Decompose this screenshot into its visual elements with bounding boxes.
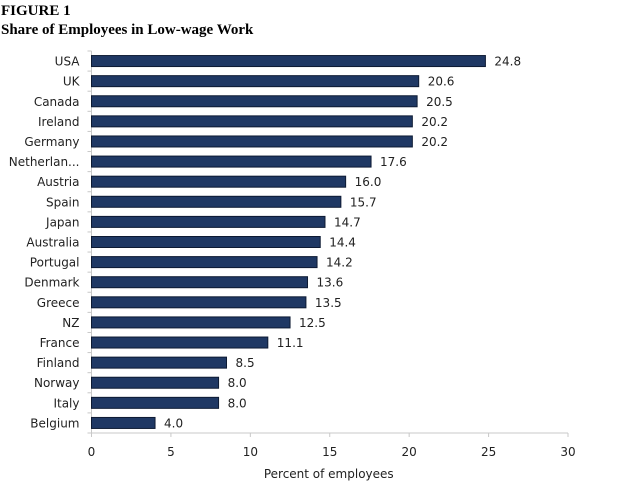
category-label: Spain bbox=[46, 195, 80, 209]
x-tick-label: 5 bbox=[167, 445, 175, 459]
x-tick-label: 20 bbox=[402, 445, 417, 459]
bar bbox=[91, 75, 420, 88]
category-label: Belgium bbox=[30, 416, 79, 430]
data-label: 14.4 bbox=[329, 236, 356, 250]
data-label: 20.5 bbox=[426, 95, 453, 109]
data-label: 17.6 bbox=[380, 155, 407, 169]
data-label: 4.0 bbox=[164, 416, 183, 430]
bar bbox=[91, 55, 486, 68]
category-label: Netherlan... bbox=[9, 155, 80, 169]
bar bbox=[91, 215, 326, 228]
data-label: 12.5 bbox=[299, 316, 326, 330]
data-label: 13.5 bbox=[315, 296, 342, 310]
bar bbox=[91, 336, 269, 349]
data-label: 15.7 bbox=[350, 195, 377, 209]
bar bbox=[91, 376, 220, 389]
data-label: 13.6 bbox=[317, 276, 344, 290]
bar bbox=[91, 195, 342, 208]
bar bbox=[91, 256, 318, 269]
bar bbox=[91, 236, 321, 248]
data-label: 24.8 bbox=[494, 55, 521, 69]
category-label: Italy bbox=[53, 396, 79, 410]
category-label: Finland bbox=[37, 356, 80, 370]
category-label: UK bbox=[63, 75, 81, 89]
category-label: Ireland bbox=[38, 115, 80, 129]
category-label: Canada bbox=[34, 95, 80, 109]
data-label: 20.2 bbox=[421, 115, 448, 129]
chart-title: Share of Employees in Low-wage Work bbox=[1, 22, 254, 38]
bar bbox=[91, 135, 413, 148]
data-label: 8.5 bbox=[236, 356, 255, 370]
x-tick-label: 15 bbox=[322, 445, 337, 459]
figure-label: FIGURE 1 bbox=[1, 3, 71, 19]
category-label: Australia bbox=[26, 236, 79, 250]
data-label: 16.0 bbox=[355, 175, 382, 189]
data-label: 11.1 bbox=[277, 336, 304, 350]
x-tick-label: 30 bbox=[560, 445, 575, 459]
data-label: 8.0 bbox=[228, 376, 247, 390]
x-tick-label: 10 bbox=[243, 445, 258, 459]
bar bbox=[91, 276, 309, 289]
category-label: Norway bbox=[34, 376, 80, 390]
bar bbox=[91, 115, 413, 128]
bar bbox=[91, 416, 156, 429]
data-label: 14.2 bbox=[326, 256, 353, 270]
bar bbox=[91, 316, 291, 329]
x-tick-label: 0 bbox=[88, 445, 96, 459]
data-label: 14.7 bbox=[334, 215, 361, 229]
category-label: Denmark bbox=[24, 276, 79, 290]
x-tick-label: 25 bbox=[481, 445, 496, 459]
category-label: NZ bbox=[62, 316, 79, 330]
category-label: Portugal bbox=[30, 256, 80, 270]
bar bbox=[91, 396, 220, 409]
data-label: 20.2 bbox=[421, 135, 448, 149]
bar bbox=[91, 356, 228, 369]
bar bbox=[91, 296, 307, 309]
category-label: Austria bbox=[37, 175, 79, 189]
category-label: France bbox=[40, 336, 80, 350]
data-label: 8.0 bbox=[228, 396, 247, 410]
category-label: Greece bbox=[37, 296, 80, 310]
data-label: 20.6 bbox=[428, 75, 455, 89]
bar bbox=[91, 155, 372, 168]
bar bbox=[91, 95, 418, 108]
x-axis-title: Percent of employees bbox=[264, 467, 394, 481]
bar bbox=[91, 175, 347, 188]
category-label: Germany bbox=[24, 135, 79, 149]
category-label: Japan bbox=[45, 215, 79, 229]
category-label: USA bbox=[55, 55, 81, 69]
